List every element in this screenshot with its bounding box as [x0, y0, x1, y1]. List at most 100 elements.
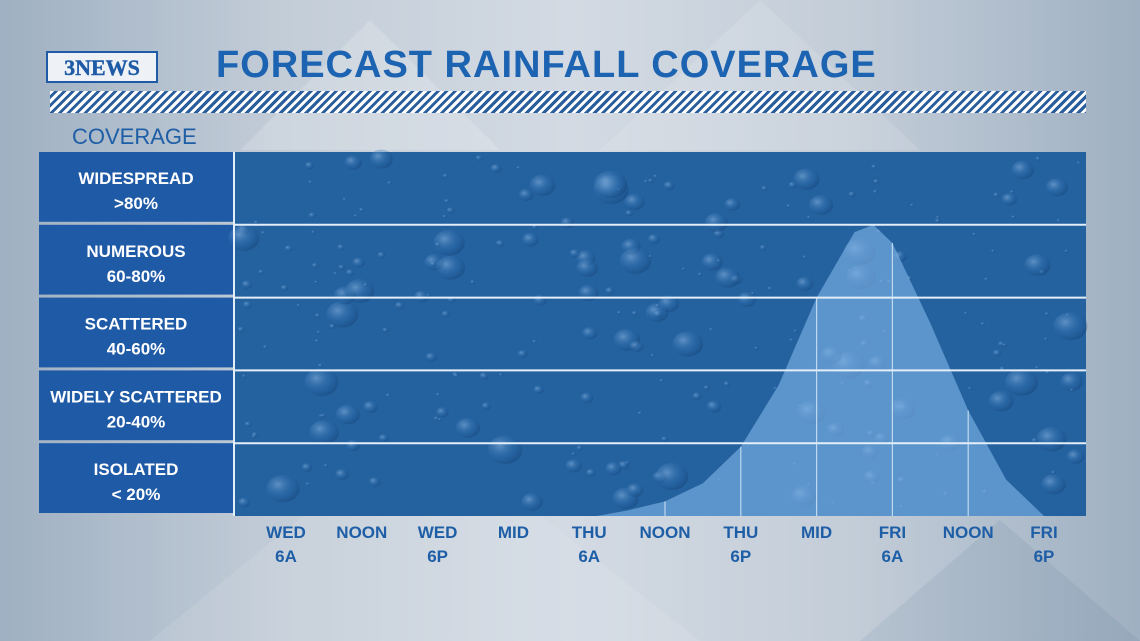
- raindrop: [967, 386, 972, 390]
- raindrop: [786, 204, 791, 208]
- raindrop: [1001, 193, 1017, 206]
- raindrop: [1044, 312, 1049, 316]
- raindrop: [317, 363, 324, 368]
- raindrop: [522, 232, 539, 247]
- raindrop: [629, 340, 644, 353]
- raindrop: [1076, 161, 1081, 165]
- raindrop: [655, 463, 689, 490]
- raindrop: [425, 352, 437, 362]
- raindrop: [1041, 474, 1066, 495]
- raindrop: [263, 345, 268, 349]
- raindrop: [806, 215, 812, 219]
- raindrop: [703, 385, 710, 390]
- raindrop: [314, 280, 318, 284]
- raindrop: [873, 179, 880, 184]
- category-range: < 20%: [112, 485, 161, 504]
- raindrop: [576, 259, 598, 277]
- raindrop: [723, 381, 731, 387]
- raindrop: [430, 261, 436, 267]
- raindrop: [767, 286, 773, 291]
- raindrop: [377, 251, 386, 259]
- raindrop: [441, 310, 450, 318]
- raindrop: [335, 404, 360, 425]
- raindrop: [1064, 249, 1069, 253]
- raindrop: [808, 195, 834, 215]
- raindrop: [305, 161, 315, 170]
- raindrop: [260, 230, 266, 235]
- category-panel: [39, 297, 233, 368]
- category-gridlines: [233, 152, 1086, 516]
- raindrop: [692, 392, 702, 400]
- raindrop: [521, 493, 543, 511]
- raindrop: [241, 280, 253, 289]
- raindrop: [1011, 160, 1034, 180]
- raindrop: [560, 217, 574, 229]
- raindrop: [516, 166, 521, 170]
- raindrop: [935, 215, 940, 219]
- raindrop: [1044, 337, 1048, 341]
- raindrop: [991, 249, 995, 253]
- raindrop: [706, 400, 722, 413]
- x-tick-sublabel: 6A: [578, 547, 600, 566]
- raindrop: [1009, 190, 1015, 194]
- raindrop: [724, 198, 740, 211]
- raindrop: [655, 303, 660, 308]
- category-name: NUMEROUS: [86, 242, 185, 261]
- category-name: WIDELY SCATTERED: [50, 387, 222, 406]
- raindrop: [495, 239, 505, 247]
- raindrop: [323, 463, 329, 468]
- x-tick-sublabel: 6A: [275, 547, 297, 566]
- raindrop: [626, 483, 644, 497]
- raindrop: [1060, 372, 1083, 391]
- raindrop: [625, 210, 633, 217]
- raindrop: [972, 232, 977, 236]
- x-tick-label: NOON: [336, 523, 387, 542]
- raindrop: [305, 482, 310, 486]
- svg-text:3NEWS: 3NEWS: [64, 55, 140, 80]
- x-tick-label: MID: [801, 523, 832, 542]
- raindrop: [242, 374, 247, 378]
- raindrop: [648, 254, 653, 258]
- raindrop: [359, 207, 365, 212]
- raindrop: [659, 379, 664, 383]
- raindrop: [605, 462, 622, 476]
- x-tick-label: WED: [266, 523, 306, 542]
- y-axis-title: COVERAGE: [72, 124, 197, 149]
- raindrop: [872, 189, 878, 194]
- raindrop: [934, 218, 941, 223]
- raindrop: [470, 280, 476, 285]
- raindrop: [716, 259, 721, 263]
- raindrop: [444, 198, 450, 204]
- raindrop: [517, 349, 528, 358]
- raindrop: [481, 402, 491, 410]
- x-tick-label: THU: [572, 523, 607, 542]
- raindrop: [802, 255, 807, 259]
- raindrop: [346, 439, 360, 452]
- raindrop: [382, 327, 389, 333]
- raindrop: [301, 463, 313, 472]
- category-panel: [39, 370, 233, 441]
- raindrop: [314, 339, 320, 343]
- x-tick-sublabel: 6A: [882, 547, 904, 566]
- raindrop: [910, 203, 915, 207]
- raindrop: [316, 330, 321, 334]
- raindrop: [363, 400, 378, 413]
- raindrop: [576, 445, 583, 451]
- category-range: 60-80%: [107, 267, 166, 286]
- raindrop: [533, 385, 544, 394]
- category-name: WIDESPREAD: [78, 169, 193, 188]
- raindrop: [963, 311, 968, 315]
- x-tick-sublabel: 6P: [1034, 547, 1055, 566]
- raindrop: [625, 461, 630, 465]
- raindrop: [363, 283, 369, 287]
- raindrop: [436, 407, 449, 418]
- raindrop: [1035, 366, 1040, 370]
- raindrop: [789, 338, 794, 342]
- area-time-gridlines: [664, 243, 969, 516]
- raindrop: [1051, 470, 1056, 475]
- raindrop: [647, 234, 660, 244]
- raindrop: [346, 269, 355, 276]
- raindrop: [368, 477, 381, 487]
- raindrop: [571, 452, 576, 456]
- station-logo: 3NEWS: [46, 51, 158, 83]
